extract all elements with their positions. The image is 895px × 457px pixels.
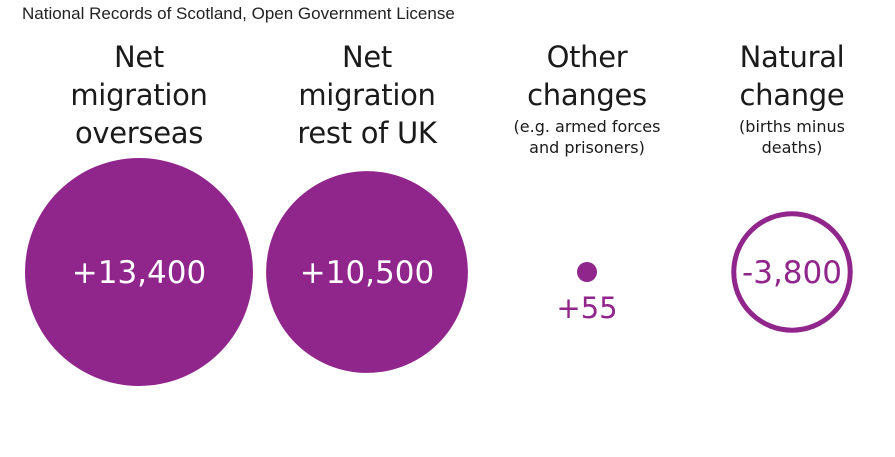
source-note: National Records of Scotland, Open Gover… [22, 4, 455, 23]
column-title-4: Natural change (births minus deaths) [677, 38, 895, 158]
subtitle-line: and prisoners) [529, 138, 645, 157]
bubble-3 [577, 262, 597, 282]
bubble-value-label-3: +55 [556, 291, 617, 325]
bubble-value-label-1: +13,400 [72, 255, 206, 291]
subtitle-line: deaths) [761, 138, 823, 157]
title-line: changes [527, 78, 647, 112]
subtitle-line: (e.g. armed forces [513, 117, 661, 136]
title-line: migration [298, 78, 436, 112]
column-title-2: Net migration rest of UK [252, 38, 482, 152]
column-title-1: Net migration overseas [24, 38, 254, 152]
title-line: Net [341, 40, 392, 74]
subtitle-line: (births minus [739, 117, 845, 136]
bubble-value-label-4: -3,800 [742, 255, 842, 291]
bubble-2 [266, 171, 468, 373]
title-line: rest of UK [297, 116, 437, 150]
title-line: migration [70, 78, 208, 112]
bubble-1 [25, 158, 253, 386]
column-title-3: Other changes (e.g. armed forces and prison… [472, 38, 702, 158]
title-line: overseas [74, 116, 204, 150]
title-line: Net [113, 40, 164, 74]
bubble-value-label-2: +10,500 [300, 255, 434, 291]
title-line: Other [546, 40, 628, 74]
bubble-4 [731, 211, 853, 333]
title-line: Natural [739, 40, 845, 74]
title-line: change [739, 78, 845, 112]
